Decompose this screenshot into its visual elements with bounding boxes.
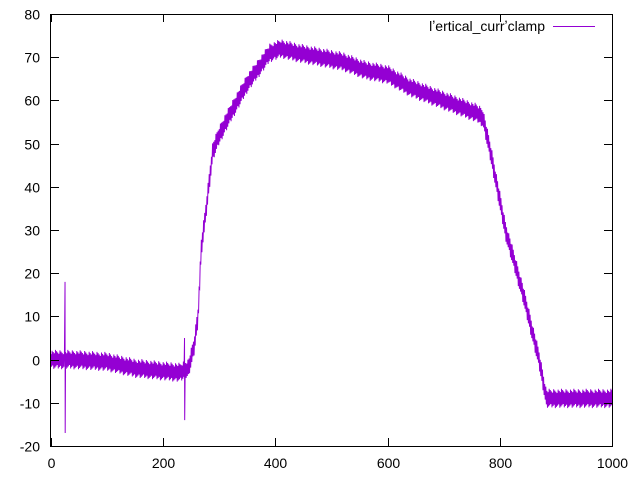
y-tick-label: 0 bbox=[32, 353, 40, 369]
series-line-0 bbox=[50, 39, 613, 434]
y-tick-label: 30 bbox=[24, 223, 40, 239]
x-tick-label: 0 bbox=[48, 455, 56, 471]
y-tick-label: 70 bbox=[24, 50, 40, 66]
x-tick-label: 400 bbox=[264, 455, 288, 471]
y-tick-label: 10 bbox=[24, 309, 40, 325]
y-tick-label: 50 bbox=[24, 137, 40, 153]
x-tick-label: 1000 bbox=[597, 455, 628, 471]
x-axis: 0 200 400 600 800 1000 bbox=[48, 14, 628, 471]
y-tick-label: -10 bbox=[20, 396, 40, 412]
x-tick-label: 200 bbox=[152, 455, 176, 471]
y-tick-label: -20 bbox=[20, 439, 40, 455]
y-tick-label: 60 bbox=[24, 93, 40, 109]
series-layer bbox=[50, 39, 613, 434]
x-tick-label: 600 bbox=[377, 455, 401, 471]
y-tick-label: 20 bbox=[24, 266, 40, 282]
y-axis: -20 -10 0 10 20 30 40 50 60 70 80 bbox=[20, 7, 612, 455]
x-tick-label: 800 bbox=[489, 455, 513, 471]
y-tick-label: 80 bbox=[24, 7, 40, 23]
plot-frame bbox=[50, 14, 613, 447]
y-tick-label: 40 bbox=[24, 180, 40, 196]
legend: lʼertical_currʼclamp bbox=[429, 18, 595, 34]
legend-label: lʼertical_currʼclamp bbox=[429, 18, 545, 34]
